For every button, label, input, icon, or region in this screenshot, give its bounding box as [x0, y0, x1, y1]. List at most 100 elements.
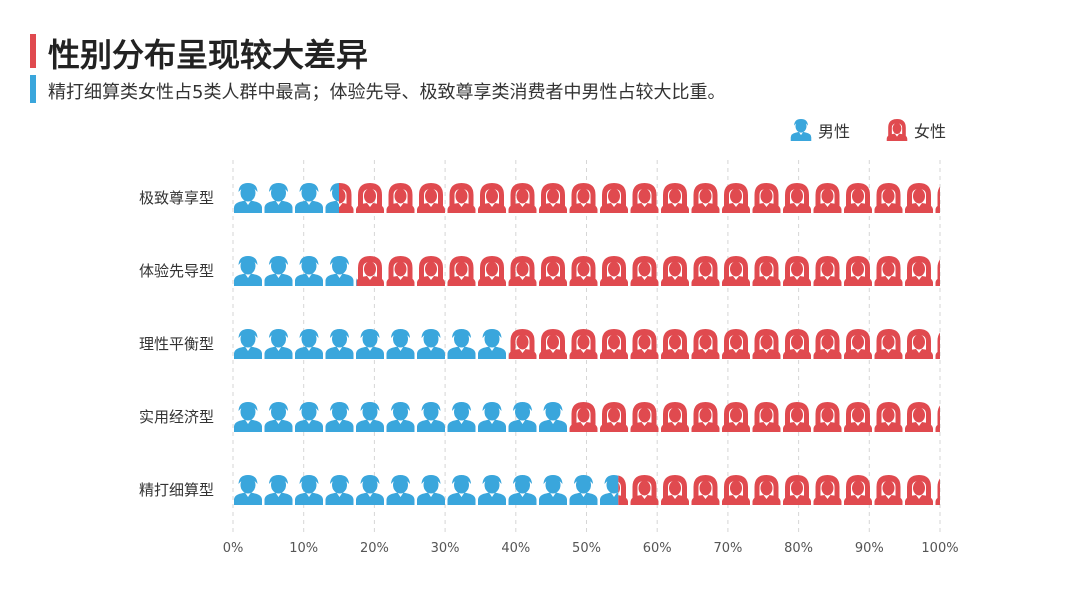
female-icon-mark — [935, 256, 941, 286]
male-icon-mark — [295, 256, 323, 286]
female-icon-mark — [417, 183, 445, 213]
female-icon-mark — [447, 256, 476, 286]
male-icon-mark — [539, 402, 567, 432]
category-label: 实用经济型 — [139, 408, 214, 426]
female-icon-mark — [386, 256, 415, 286]
female-icon-mark — [752, 183, 781, 213]
x-tick-label: 100% — [921, 541, 958, 556]
male-icon-mark — [356, 329, 384, 359]
female-icon-mark — [630, 475, 659, 505]
male-icon-mark — [508, 475, 537, 505]
female-icon-mark — [691, 402, 720, 432]
female-icon-mark — [661, 475, 689, 505]
male-icon-mark — [478, 402, 506, 432]
category-label: 极致尊享型 — [139, 189, 214, 207]
female-icon-mark — [661, 402, 689, 432]
female-icon-mark — [478, 183, 506, 213]
female-icon-mark — [905, 329, 933, 359]
female-icon-mark — [661, 256, 689, 286]
female-icon-mark — [691, 256, 720, 286]
male-icon-mark — [295, 183, 323, 213]
male-icon-mark — [386, 402, 415, 432]
female-icon-mark — [691, 475, 720, 505]
female-icon-mark — [905, 402, 933, 432]
female-icon-mark — [386, 183, 415, 213]
female-icon-mark — [600, 256, 628, 286]
male-icon-mark — [325, 256, 354, 286]
female-icon-mark — [874, 329, 903, 359]
male-icon-mark — [264, 329, 293, 359]
female-bar — [508, 329, 940, 359]
female-icon-mark — [569, 183, 598, 213]
chart-row: 理性平衡型 — [139, 329, 940, 359]
female-icon-mark — [539, 329, 567, 359]
female-icon-mark — [630, 329, 659, 359]
female-icon-mark — [874, 475, 903, 505]
female-icon-mark — [905, 183, 933, 213]
female-icon-mark — [844, 402, 872, 432]
page-title: 性别分布呈现较大差异 — [48, 36, 369, 74]
male-icon-mark — [325, 329, 354, 359]
female-icon-mark — [356, 256, 384, 286]
chart-row: 实用经济型 — [139, 402, 940, 432]
x-tick-label: 90% — [855, 541, 884, 556]
male-icon-mark — [325, 402, 354, 432]
female-icon-mark — [783, 329, 811, 359]
female-icon-mark — [722, 475, 750, 505]
legend-female-label: 女性 — [914, 122, 947, 141]
female-bar — [356, 256, 941, 286]
male-bar — [234, 402, 567, 432]
male-icon-mark — [264, 256, 293, 286]
female-icon-mark — [813, 402, 842, 432]
female-icon-mark — [600, 402, 628, 432]
female-icon-mark — [813, 256, 842, 286]
title-accent-bar — [30, 34, 36, 68]
page-subtitle: 精打细算类女性占5类人群中最高；体验先导、极致尊享类消费者中男性占较大比重。 — [48, 82, 726, 103]
female-person-icon — [886, 119, 908, 141]
female-icon-mark — [935, 183, 940, 213]
female-icon-mark — [813, 183, 842, 213]
female-icon-mark — [783, 402, 811, 432]
female-icon-mark — [752, 475, 781, 505]
female-icon-mark — [478, 256, 506, 286]
male-icon-mark — [234, 402, 262, 432]
female-icon-mark — [874, 183, 903, 213]
female-icon-mark — [539, 256, 567, 286]
female-icon-mark — [447, 183, 476, 213]
female-icon-mark — [630, 402, 659, 432]
female-icon-mark — [722, 329, 750, 359]
female-icon-mark — [844, 183, 872, 213]
female-icon-mark — [508, 183, 537, 213]
female-icon-mark — [752, 256, 781, 286]
male-icon-mark — [478, 329, 506, 359]
male-icon-mark — [447, 475, 476, 505]
female-icon-mark — [935, 402, 940, 432]
male-icon-mark — [447, 402, 476, 432]
female-icon-mark — [752, 329, 781, 359]
female-icon-mark — [508, 256, 537, 286]
female-icon-mark — [630, 256, 659, 286]
male-icon-mark — [264, 183, 293, 213]
male-icon-mark — [264, 402, 293, 432]
x-tick-label: 60% — [643, 541, 672, 556]
category-label: 理性平衡型 — [139, 335, 214, 353]
female-icon-mark — [844, 329, 872, 359]
x-tick-label: 10% — [289, 541, 318, 556]
female-icon-mark — [417, 256, 445, 286]
chart-legend-female: 女性 — [886, 118, 946, 142]
male-icon-mark — [325, 475, 354, 505]
male-icon-mark — [264, 475, 293, 505]
female-icon-mark — [691, 183, 720, 213]
female-icon-mark — [783, 256, 811, 286]
male-icon-mark — [234, 256, 262, 286]
chart-row: 精打细算型 — [139, 475, 940, 505]
legend-male-label: 男性 — [818, 122, 851, 141]
female-bar — [618, 475, 940, 505]
x-tick-label: 70% — [713, 541, 742, 556]
female-icon-mark — [569, 402, 598, 432]
female-icon-mark — [752, 402, 781, 432]
male-icon-mark — [295, 475, 323, 505]
chart-row: 极致尊享型 — [139, 183, 940, 213]
female-icon-mark — [356, 183, 384, 213]
